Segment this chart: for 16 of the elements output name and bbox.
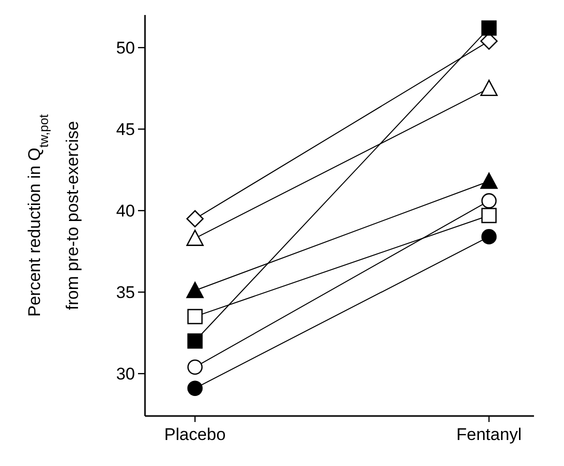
point bbox=[186, 210, 204, 228]
y-tick-label: 45 bbox=[116, 120, 135, 140]
y-tick-label: 35 bbox=[116, 283, 135, 302]
point bbox=[187, 333, 203, 349]
point bbox=[481, 229, 497, 244]
point bbox=[187, 308, 203, 324]
point bbox=[481, 193, 497, 208]
point bbox=[481, 208, 497, 224]
point bbox=[187, 380, 203, 396]
y-tick-label: 30 bbox=[116, 364, 135, 384]
point bbox=[187, 359, 203, 375]
x-tick-label: Placebo bbox=[164, 425, 226, 444]
point bbox=[481, 20, 497, 36]
x-tick-label: Fentanyl bbox=[456, 425, 522, 444]
y-tick-label: 50 bbox=[116, 38, 135, 58]
y-tick-label: 40 bbox=[116, 202, 135, 221]
